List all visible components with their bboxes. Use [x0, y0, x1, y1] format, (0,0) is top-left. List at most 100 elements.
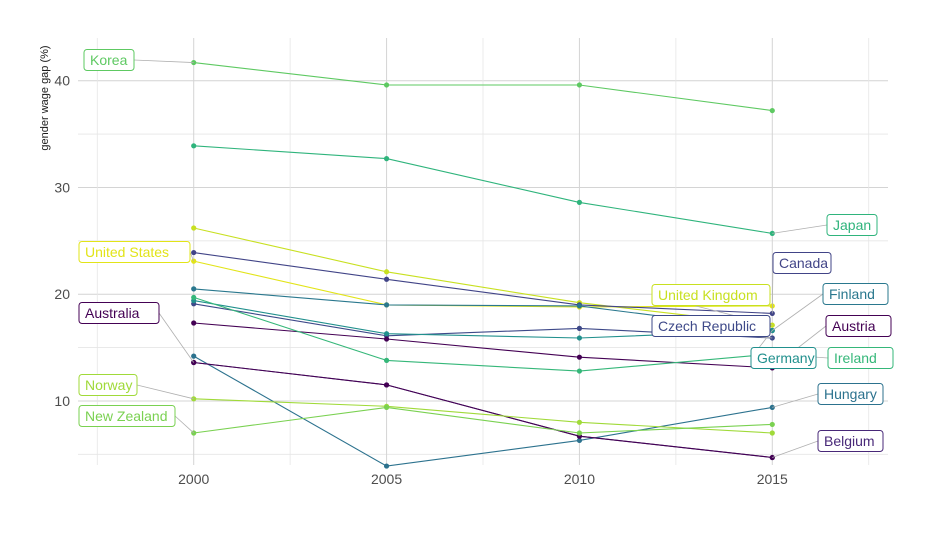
data-point [383, 382, 390, 388]
series-line-ireland [193, 296, 773, 372]
data-point [383, 331, 390, 337]
label-text: Norway [85, 377, 132, 393]
y-axis-title: gender wage gap (%) [39, 45, 51, 150]
data-point [576, 430, 583, 436]
series-line-norway [193, 398, 773, 434]
data-point [191, 143, 197, 149]
series-line-australia [193, 361, 773, 459]
data-point [383, 336, 390, 342]
series-line-united-kingdom [193, 227, 773, 326]
leader-line [189, 251, 195, 262]
label-box [78, 241, 191, 263]
label-czech-republic: Czech Republic [651, 315, 771, 337]
x-tick-label: 2010 [564, 471, 595, 487]
grid [78, 38, 888, 465]
leader-line [772, 293, 824, 331]
label-box [651, 315, 771, 337]
data-point [191, 286, 197, 292]
label-united-states: United States [78, 241, 191, 263]
label-finland: Finland [822, 283, 889, 305]
label-ireland: Ireland [827, 347, 894, 369]
data-point [576, 335, 583, 341]
x-tick-label: 2000 [178, 471, 209, 487]
label-text: Finland [829, 286, 875, 302]
data-point [576, 325, 583, 331]
series-points [191, 59, 775, 469]
label-austria: Austria [825, 315, 892, 337]
label-germany: Germany [750, 347, 817, 369]
label-text: United States [85, 244, 169, 260]
label-box [78, 302, 160, 324]
series-line-hungary [193, 355, 773, 467]
label-box [772, 252, 832, 274]
label-text: New Zealand [85, 408, 168, 424]
data-point [383, 156, 390, 162]
label-text: United Kingdom [658, 287, 758, 303]
label-text: Korea [90, 52, 128, 68]
label-box [750, 347, 817, 369]
leader-line [772, 393, 819, 408]
label-japan: Japan [826, 214, 878, 236]
data-point [769, 421, 775, 428]
x-tick-label: 2005 [371, 471, 402, 487]
y-tick-label: 40 [54, 73, 70, 89]
data-point [383, 269, 390, 275]
label-box [78, 405, 176, 427]
data-point [576, 437, 583, 444]
y-tick-label: 10 [54, 393, 70, 409]
data-point [383, 302, 390, 308]
label-box [817, 383, 884, 405]
label-united-kingdom: United Kingdom [651, 284, 771, 306]
series-line-new-zealand [193, 406, 773, 434]
label-box [817, 430, 884, 452]
leader-line [772, 224, 828, 234]
series-line-japan [193, 145, 773, 234]
label-text: Ireland [834, 350, 877, 366]
leader-line [133, 59, 194, 63]
data-point [191, 225, 197, 231]
label-text: Belgium [824, 433, 875, 449]
series-line-united-states [193, 260, 773, 308]
data-point [383, 82, 390, 88]
label-norway: Norway [78, 374, 138, 396]
data-point [576, 303, 583, 309]
data-point [769, 335, 775, 341]
leader-line [136, 384, 194, 400]
label-text: Germany [757, 350, 815, 366]
leader-line [174, 415, 194, 434]
label-australia: Australia [78, 302, 160, 324]
data-point [769, 322, 775, 328]
data-point [576, 368, 583, 374]
y-tick-label: 20 [54, 286, 70, 302]
data-point [576, 199, 583, 205]
data-point [191, 294, 197, 301]
data-point [191, 353, 197, 359]
label-box [651, 284, 771, 306]
data-point [576, 82, 583, 88]
label-text: Hungary [824, 386, 877, 402]
label-text: Japan [833, 217, 871, 233]
label-text: Austria [832, 318, 876, 334]
leader-line [772, 440, 819, 458]
data-point [769, 430, 775, 436]
data-point [576, 354, 583, 360]
x-tick-label: 2015 [757, 471, 788, 487]
series-line-canada [193, 252, 773, 314]
data-point [383, 404, 390, 410]
data-point [191, 249, 197, 256]
data-point [769, 107, 775, 114]
label-text: Australia [85, 305, 140, 321]
x-tick-labels: 2000 2005 2010 2015 [178, 471, 788, 487]
label-box [827, 347, 894, 369]
data-point [383, 276, 390, 282]
data-point [383, 357, 390, 363]
label-hungary: Hungary [817, 383, 884, 405]
label-text: Canada [779, 255, 828, 271]
data-point [191, 320, 197, 326]
label-text: Czech Republic [658, 318, 756, 334]
label-new-zealand: New Zealand [78, 405, 176, 427]
label-box [825, 315, 892, 337]
label-box [78, 374, 138, 396]
y-tick-label: 30 [54, 179, 70, 195]
